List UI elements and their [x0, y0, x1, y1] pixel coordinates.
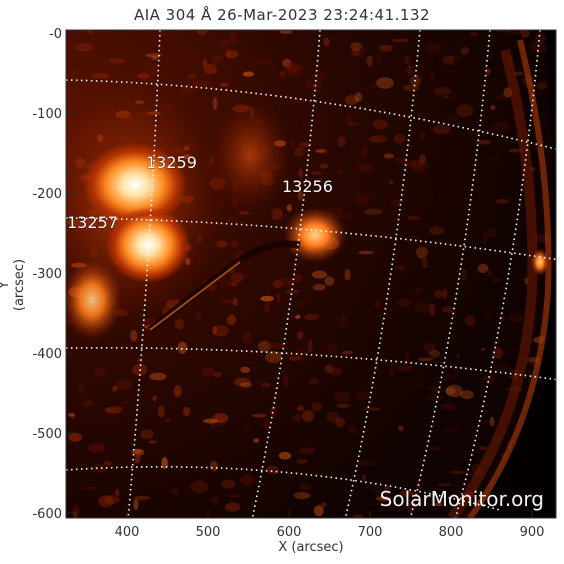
watermark-text: SolarMonitor.org: [380, 487, 544, 511]
active-region-13256-brightening: [283, 207, 347, 263]
y-tick-label: -0: [49, 27, 62, 42]
y-tick-label: -600: [32, 507, 62, 522]
y-axis-label: Y (arcsec): [0, 258, 27, 312]
y-tick-label: -400: [32, 347, 62, 362]
x-tick-label: 800: [439, 525, 464, 540]
x-tick-label: 700: [358, 525, 383, 540]
y-tick-label: -500: [32, 427, 62, 442]
plot-frame: [65, 29, 557, 519]
active-region-label-13257: 13257: [67, 213, 118, 232]
image-title: AIA 304 Å 26-Mar-2023 23:24:41.132: [133, 6, 431, 24]
axis-ticks: [66, 32, 533, 518]
active-region-label-13256: 13256: [282, 177, 333, 196]
x-tick-label: 600: [277, 525, 302, 540]
solar-disk-image: [66, 30, 556, 518]
x-tick-label: 900: [520, 525, 545, 540]
active-region-label-13259: 13259: [146, 153, 197, 172]
x-tick-label: 400: [115, 525, 140, 540]
limb-brightening: [531, 248, 549, 276]
x-axis-label: X (arcsec): [278, 540, 344, 555]
x-tick-label: 500: [196, 525, 221, 540]
active-region-13259-brightening: [83, 143, 187, 227]
y-tick-label: -200: [32, 187, 62, 202]
heliographic-grid: [66, 30, 556, 518]
y-tick-label: -300: [32, 267, 62, 282]
y-tick-label: -100: [32, 107, 62, 122]
